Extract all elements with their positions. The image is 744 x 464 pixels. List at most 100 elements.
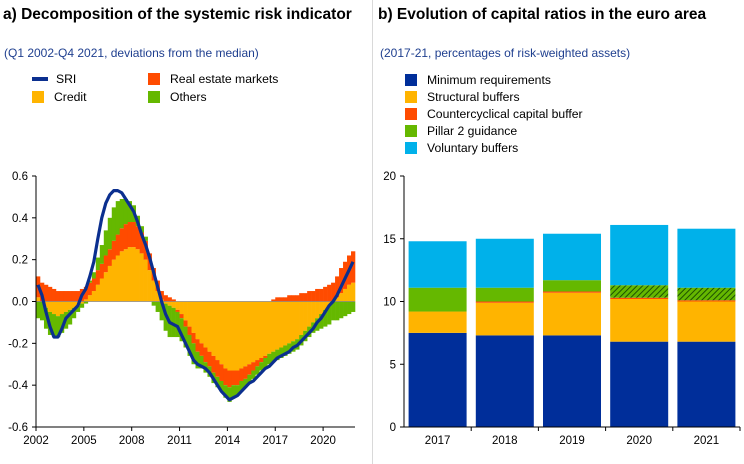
legend-swatch-others <box>148 91 160 103</box>
bar-credit-39 <box>191 301 196 333</box>
bar-real-estate-76 <box>339 268 344 294</box>
panel-b-chart: 20 15 10 5 0 2017 2018 2019 2020 2021 <box>383 171 741 447</box>
bar-others-20 <box>115 201 121 235</box>
bar-others-30 <box>155 301 160 312</box>
bar-others-6 <box>59 314 65 333</box>
bar-credit-7 <box>63 301 69 312</box>
legend-swatch-minimum <box>405 74 417 86</box>
legend-label-minimum: Minimum requirements <box>427 73 551 87</box>
bar-credit-55 <box>255 301 260 361</box>
legend-structural: Structural buffers <box>405 90 520 104</box>
bar-credit-64 <box>291 301 296 342</box>
bar-credit-79 <box>351 282 356 302</box>
legend-credit: Credit <box>32 90 87 104</box>
bar-real-estate-66 <box>299 293 304 302</box>
legend-label-voluntary: Voluntary buffers <box>427 141 519 155</box>
bar-others-35 <box>175 311 180 338</box>
panel-a-title: a) Decomposition of the systemic risk in… <box>3 6 352 23</box>
bar-real-estate-21 <box>119 228 125 252</box>
bar-ccyb-2021 <box>677 300 736 302</box>
y-tick-label-2: 0.2 <box>12 255 28 267</box>
bar-minimum-2019 <box>543 335 601 427</box>
bar-others-8 <box>67 309 73 325</box>
b-y-tick-label-0: 20 <box>383 171 396 183</box>
bar-real-estate-63 <box>287 295 292 302</box>
bar-real-estate-43 <box>207 351 212 367</box>
panel-b-title: b) Evolution of capital ratios in the eu… <box>378 6 707 23</box>
bar-others-52 <box>243 378 248 388</box>
bar-others-78 <box>347 301 352 315</box>
bar-credit-59 <box>271 301 276 352</box>
bar-real-estate-17 <box>103 255 109 273</box>
y-tick-label-6: -0.6 <box>8 422 28 434</box>
bar-credit-49 <box>231 301 236 371</box>
x-tick-label-3: 2011 <box>167 435 192 447</box>
legend-swatch-real-estate <box>148 73 160 85</box>
bar-real-estate-25 <box>135 226 140 250</box>
bar-credit-9 <box>71 301 77 308</box>
bar-others-12 <box>83 301 89 304</box>
bar-real-estate-38 <box>187 326 192 335</box>
bar-real-estate-67 <box>303 293 308 302</box>
bar-credit-36 <box>179 301 184 315</box>
bar-real-estate-26 <box>139 232 144 254</box>
bar-credit-13 <box>87 295 93 302</box>
bar-others-50 <box>235 385 240 396</box>
x-tick-label-0: 2002 <box>23 435 49 447</box>
legend-label-others: Others <box>170 90 207 104</box>
bar-credit-37 <box>183 301 188 321</box>
bar-real-estate-48 <box>227 370 232 388</box>
bar-real-estate-8 <box>67 291 73 302</box>
legend-label-ccyb: Countercyclical capital buffer <box>427 107 583 121</box>
bar-credit-60 <box>275 301 280 350</box>
bar-credit-71 <box>319 301 324 315</box>
bar-real-estate-6 <box>59 291 65 302</box>
bar-credit-68 <box>307 301 312 327</box>
bar-credit-56 <box>259 301 264 358</box>
bar-others-0 <box>36 301 41 319</box>
bar-real-estate-15 <box>95 270 101 285</box>
bar-ccyb-2020 <box>610 297 669 299</box>
bar-others-40 <box>195 351 200 369</box>
bar-credit-45 <box>215 301 220 361</box>
b-x-tick-label-3: 2020 <box>626 435 652 447</box>
bar-structural-2021 <box>677 301 736 342</box>
bar-credit-26 <box>139 253 144 302</box>
bar-real-estate-65 <box>295 295 300 302</box>
bar-others-19 <box>111 207 117 241</box>
bar-others-4 <box>51 314 57 338</box>
bar-real-estate-42 <box>203 347 208 363</box>
bar-others-31 <box>159 301 164 321</box>
bar-credit-57 <box>263 301 268 356</box>
bar-structural-2020 <box>610 298 669 342</box>
bar-ccyb-2019 <box>543 291 601 293</box>
legend-swatch-voluntary <box>405 142 417 154</box>
bar-others-56 <box>259 362 264 371</box>
x-tick-label-2: 2008 <box>119 435 145 447</box>
bar-real-estate-49 <box>231 370 236 386</box>
legend-ccyb: Countercyclical capital buffer <box>405 107 583 121</box>
bar-real-estate-72 <box>323 286 328 302</box>
bar-credit-16 <box>99 278 105 302</box>
bar-real-estate-47 <box>223 368 228 386</box>
bar-real-estate-4 <box>51 288 57 302</box>
bar-real-estate-31 <box>159 291 164 300</box>
legend-sri: SRI <box>32 72 76 86</box>
y-tick-label-4: -0.2 <box>8 338 28 350</box>
x-tick-label-6: 2020 <box>310 435 336 447</box>
legend-label-sri: SRI <box>56 72 77 86</box>
bar-real-estate-52 <box>243 366 248 379</box>
bar-real-estate-62 <box>283 297 288 302</box>
bar-others-10 <box>75 305 81 312</box>
bar-others-51 <box>239 380 244 392</box>
bar-credit-19 <box>111 259 117 302</box>
bar-others-9 <box>71 307 77 319</box>
bar-others-39 <box>191 343 196 365</box>
bar-real-estate-51 <box>239 368 244 381</box>
bar-real-estate-64 <box>291 295 296 302</box>
bar-voluntary-2019 <box>543 233 601 281</box>
bar-credit-2 <box>43 301 49 308</box>
bar-others-54 <box>251 370 256 379</box>
